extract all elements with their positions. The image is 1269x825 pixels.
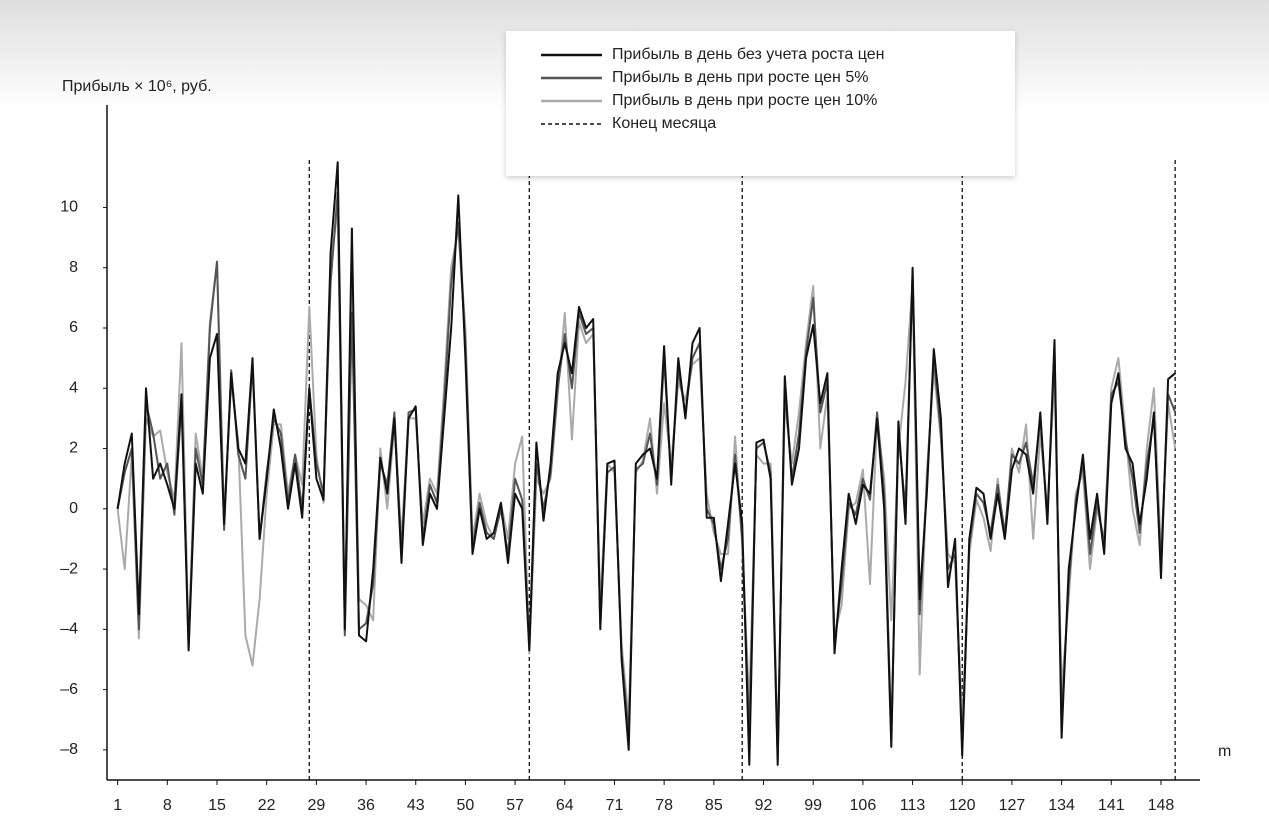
legend-label: Прибыль в день при росте цен 5% — [612, 69, 868, 86]
x-tick-label: 71 — [606, 797, 624, 814]
x-tick-label: 92 — [755, 797, 773, 814]
x-tick-label: 36 — [357, 797, 375, 814]
legend: Прибыль в день без учета роста цен Прибыл… — [541, 46, 884, 132]
x-tick-label: 113 — [900, 797, 926, 814]
x-tick-label: 120 — [949, 797, 976, 814]
x-tick-label: 8 — [163, 797, 172, 814]
y-tick-label: 6 — [69, 319, 78, 336]
y-axis-label: Прибыль × 10⁶, руб. — [62, 78, 212, 95]
legend-label: Конец месяца — [612, 115, 716, 132]
x-tick-label: 43 — [407, 797, 425, 814]
x-tick-label: 15 — [208, 797, 226, 814]
series-line — [116, 191, 1177, 760]
series-line — [116, 161, 1176, 766]
x-tick-label: 50 — [457, 797, 475, 814]
x-tick-label: 78 — [655, 797, 673, 814]
x-tick-label: 134 — [1048, 797, 1075, 814]
x-tick-label: 148 — [1148, 797, 1175, 814]
x-tick-label: 29 — [307, 797, 325, 814]
y-tick-label: 0 — [69, 500, 78, 517]
series-line — [116, 206, 1177, 751]
y-tick-label: –8 — [60, 741, 78, 758]
x-axis-label: m — [1218, 743, 1231, 760]
plot-area: –8 –6 –4 –2 0 2 4 6 8 10 1 8 15 22 29 36 43 50 57 64 71 78 85 9… — [60, 105, 1200, 814]
x-tick-label: 64 — [556, 797, 574, 814]
y-tick-label: –4 — [60, 621, 78, 638]
y-tick-label: –2 — [60, 560, 78, 577]
x-tick-label: 22 — [258, 797, 276, 814]
x-tick-label: 141 — [1098, 797, 1125, 814]
y-tick-label: 8 — [69, 259, 78, 276]
y-tick-label: 4 — [69, 379, 78, 396]
x-tick-label: 127 — [999, 797, 1026, 814]
y-tick-label: 10 — [60, 199, 78, 216]
x-tick-label: 85 — [705, 797, 723, 814]
x-tick-label: 106 — [850, 797, 877, 814]
y-tick-label: –6 — [60, 681, 78, 698]
x-tick-label: 57 — [506, 797, 524, 814]
legend-label: Прибыль в день без учета роста цен — [612, 46, 884, 63]
y-tick-label: 2 — [69, 440, 78, 457]
x-tick-label: 99 — [804, 797, 822, 814]
legend-label: Прибыль в день при росте цен 10% — [612, 92, 877, 109]
x-tick-label: 1 — [113, 797, 122, 814]
